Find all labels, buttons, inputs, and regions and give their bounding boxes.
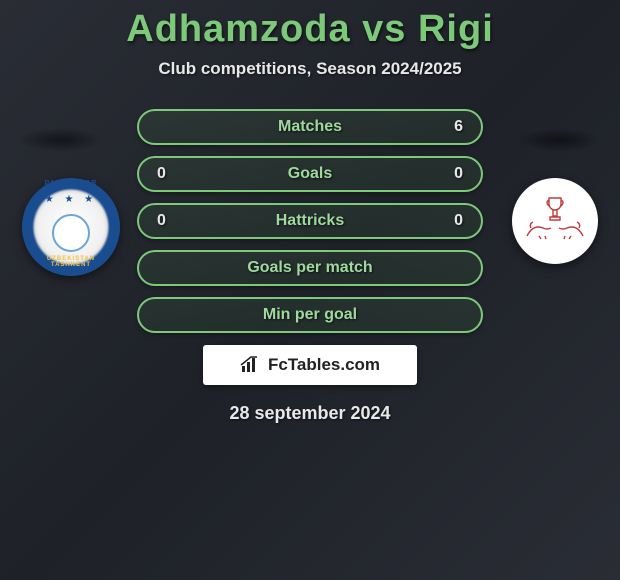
- brand-text: FcTables.com: [268, 355, 380, 375]
- crest-left-stars: ★ ★ ★: [42, 194, 100, 205]
- cotton-ball-icon: [52, 214, 90, 252]
- stat-right-value: 6: [439, 118, 463, 136]
- page-title: Adhamzoda vs Rigi: [0, 8, 620, 51]
- bulls-icon: [525, 218, 585, 240]
- stat-row: 0 Hattricks 0: [137, 203, 483, 239]
- stat-label: Matches: [181, 118, 439, 136]
- crest-left-graphic: PAKHTAKOR ★ ★ ★ UZBEKISTAN TASHKENT: [42, 198, 100, 256]
- crest-right: [512, 178, 598, 264]
- bar-chart-icon: [240, 356, 262, 374]
- crest-shadow-left: [18, 128, 103, 152]
- stat-row: Goals per match: [137, 250, 483, 286]
- stat-right-value: 0: [439, 212, 463, 230]
- brand-badge: FcTables.com: [203, 345, 417, 385]
- crest-shadow-right: [517, 128, 602, 152]
- date-label: 28 september 2024: [0, 403, 620, 424]
- subtitle: Club competitions, Season 2024/2025: [0, 59, 620, 79]
- stat-label: Goals: [181, 165, 439, 183]
- crest-left-top-text: PAKHTAKOR: [32, 180, 110, 187]
- crest-left: PAKHTAKOR ★ ★ ★ UZBEKISTAN TASHKENT: [22, 178, 120, 276]
- stat-label: Hattricks: [181, 212, 439, 230]
- crest-left-bottom-text: UZBEKISTAN TASHKENT: [30, 256, 112, 268]
- stats-table: Matches 6 0 Goals 0 0 Hattricks 0 Goals …: [137, 109, 483, 333]
- stat-right-value: 0: [439, 165, 463, 183]
- crest-right-graphic: [525, 196, 585, 246]
- stat-label: Min per goal: [181, 306, 439, 324]
- stat-row: 0 Goals 0: [137, 156, 483, 192]
- stat-row: Matches 6: [137, 109, 483, 145]
- stat-left-value: 0: [157, 212, 181, 230]
- infographic-container: Adhamzoda vs Rigi Club competitions, Sea…: [0, 0, 620, 432]
- stat-label: Goals per match: [181, 259, 439, 277]
- stat-row: Min per goal: [137, 297, 483, 333]
- stat-left-value: 0: [157, 165, 181, 183]
